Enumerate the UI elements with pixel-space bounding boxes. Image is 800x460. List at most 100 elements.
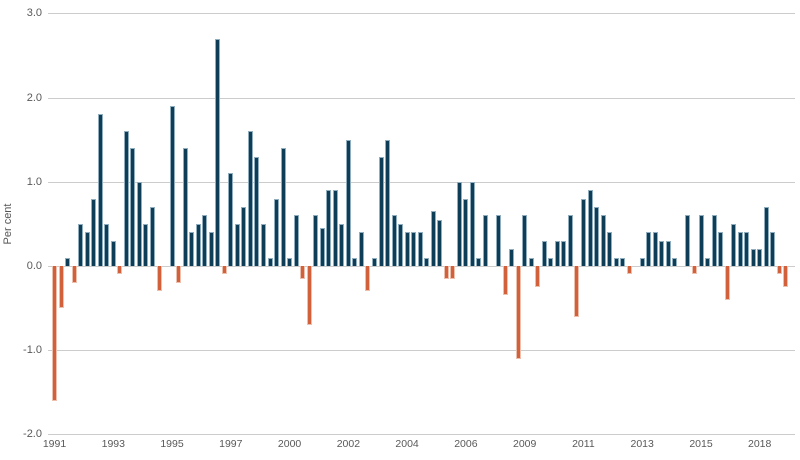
bar-2001-q4 <box>332 190 338 266</box>
bar-1996-q4 <box>202 215 208 266</box>
bar-2009-q3 <box>535 266 541 287</box>
bar-1994-q4 <box>149 207 155 266</box>
bar-2018-q4 <box>776 266 782 274</box>
bar-1992-q2 <box>84 232 90 266</box>
bar-2014-q4 <box>672 258 678 266</box>
bar-1991-q3 <box>65 258 71 266</box>
bar-1992-q3 <box>91 199 97 266</box>
bar-2003-q4 <box>385 140 390 266</box>
bar-1998-q3 <box>247 131 253 266</box>
bar-2017-q2 <box>737 232 743 266</box>
bar-2008-q4 <box>515 266 521 359</box>
gridline--1.0 <box>48 350 795 352</box>
bar-1993-q1 <box>104 224 110 266</box>
gridline-2.0 <box>48 97 795 99</box>
bar-2009-q1 <box>522 215 528 266</box>
bar-2017-q3 <box>744 232 750 266</box>
bar-2008-q1 <box>496 215 501 266</box>
bar-2003-q2 <box>372 258 377 266</box>
bar-1995-q4 <box>176 266 182 283</box>
bar-2004-q1 <box>391 215 397 266</box>
bar-2014-q3 <box>665 241 671 266</box>
y-tick-label--1.0: -1.0 <box>23 344 42 357</box>
y-tick-label-1.0: 1.0 <box>26 175 42 188</box>
bar-1991-q4 <box>71 266 77 283</box>
bar-2013-q4 <box>646 232 652 266</box>
bar-2003-q3 <box>378 157 384 266</box>
bar-2009-q2 <box>528 258 534 266</box>
bar-1998-q2 <box>241 207 247 266</box>
x-tick-label-2006: 2006 <box>454 438 478 450</box>
bar-1997-q4 <box>228 173 234 266</box>
bar-1997-q1 <box>208 232 214 266</box>
bar-2007-q2 <box>476 258 482 266</box>
bar-2010-q4 <box>567 215 573 266</box>
bar-2012-q1 <box>600 215 606 266</box>
x-tick-label-2011: 2011 <box>572 438 595 450</box>
bar-2018-q3 <box>770 232 776 266</box>
bar-2006-q2 <box>450 266 456 279</box>
x-tick-label-1993: 1993 <box>101 438 125 450</box>
bar-2006-q3 <box>456 182 462 266</box>
bar-2008-q3 <box>509 249 515 266</box>
x-tick-label-2009: 2009 <box>513 438 537 450</box>
bar-1997-q2 <box>215 39 221 266</box>
bar-2012-q2 <box>607 232 613 266</box>
x-tick-label-2004: 2004 <box>395 438 419 450</box>
bar-2004-q3 <box>404 232 410 266</box>
bar-2014-q2 <box>659 241 665 266</box>
bar-2018-q2 <box>763 207 769 266</box>
y-tick-label-0.0: 0.0 <box>26 260 42 272</box>
bar-2016-q1 <box>705 258 710 266</box>
bar-2000-q4 <box>306 266 312 325</box>
x-tick-label-2015: 2015 <box>689 438 713 450</box>
x-tick-label-2000: 2000 <box>277 438 302 450</box>
bar-2008-q2 <box>502 266 508 295</box>
bar-1999-q2 <box>267 258 273 266</box>
gridline-1.0 <box>48 181 795 183</box>
bar-2007-q1 <box>469 182 475 266</box>
bar-1992-q4 <box>97 114 103 266</box>
x-tick-label-2018: 2018 <box>748 438 772 450</box>
bar-2011-q4 <box>594 207 599 266</box>
bar-2010-q1 <box>548 258 554 266</box>
bar-2002-q3 <box>352 258 358 266</box>
bar-2009-q4 <box>541 241 547 266</box>
x-tick-label-1995: 1995 <box>160 438 184 450</box>
bar-2013-q1 <box>626 266 632 274</box>
bar-2003-q1 <box>365 266 371 291</box>
bar-2006-q4 <box>463 199 469 266</box>
bar-2010-q2 <box>554 241 560 266</box>
bar-2011-q3 <box>587 190 593 266</box>
bar-2013-q3 <box>639 258 645 266</box>
gridline-3.0 <box>48 13 795 15</box>
bar-2017-q4 <box>750 249 756 266</box>
bar-2005-q2 <box>424 258 430 266</box>
bar-1996-q3 <box>195 224 201 266</box>
bar-2004-q4 <box>411 232 417 266</box>
bar-2016-q3 <box>718 232 724 266</box>
bar-2007-q3 <box>483 215 488 266</box>
bar-2001-q3 <box>326 190 332 266</box>
x-tick-label-2013: 2013 <box>630 438 654 450</box>
bar-2000-q1 <box>287 258 293 266</box>
bar-2005-q1 <box>417 232 423 266</box>
x-tick-label-1997: 1997 <box>219 438 243 450</box>
bar-1993-q2 <box>110 241 116 266</box>
bar-2005-q4 <box>437 220 443 266</box>
bar-1993-q3 <box>117 266 123 274</box>
bar-1993-q4 <box>123 131 129 266</box>
bar-2001-q1 <box>313 215 319 266</box>
bar-1998-q4 <box>254 157 260 266</box>
bar-1998-q1 <box>234 224 240 266</box>
bar-1999-q1 <box>261 224 266 266</box>
bar-1991-q2 <box>58 266 64 308</box>
bar-2001-q2 <box>319 228 325 266</box>
bar-2005-q3 <box>430 211 436 266</box>
bar-1995-q3 <box>169 106 175 266</box>
y-tick-label--2.0: -2.0 <box>23 428 42 441</box>
bar-1996-q1 <box>182 148 188 266</box>
bar-2015-q4 <box>698 215 704 266</box>
bar-1994-q2 <box>136 182 142 266</box>
bar-2011-q1 <box>574 266 580 317</box>
